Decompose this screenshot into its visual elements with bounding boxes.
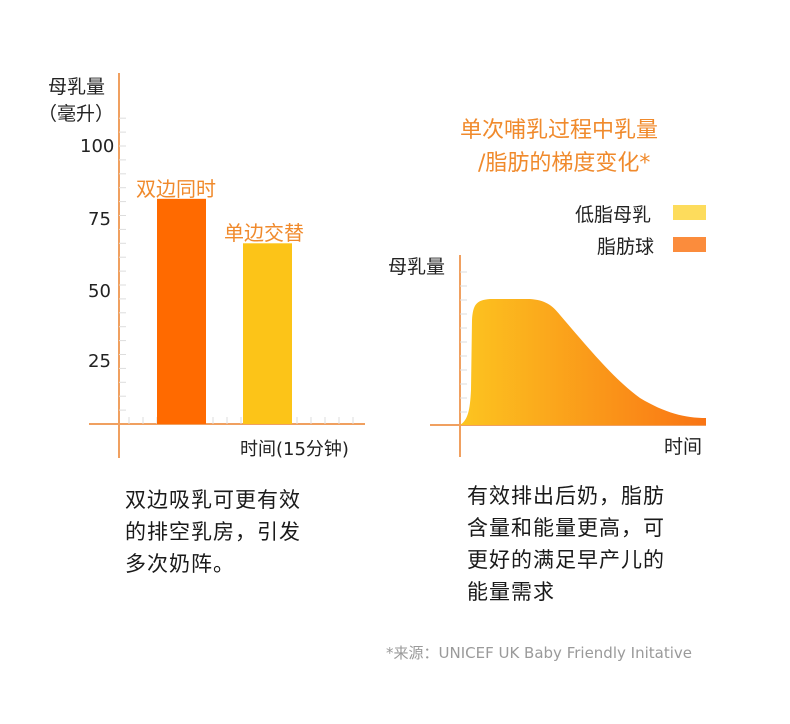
right-y-axis-label: 母乳量	[388, 256, 446, 278]
legend-label-low-fat: 低脂母乳	[575, 204, 652, 226]
legend-swatch-low-fat	[673, 205, 706, 220]
legend-swatch-fat	[673, 237, 706, 252]
milk-fat-area	[460, 299, 706, 425]
chart-title-line1: 单次哺乳过程中乳量	[460, 118, 659, 143]
caption-line: 多次奶阵。	[125, 552, 235, 576]
y-tick-label: 50	[88, 281, 111, 302]
caption-line: 更好的满足早产儿的	[467, 548, 665, 572]
left-x-axis-label: 时间(15分钟)	[240, 439, 349, 460]
y-tick-label: 25	[88, 351, 111, 372]
right-x-axis-label: 时间	[664, 436, 703, 458]
bar-2	[243, 243, 292, 424]
left-y-axis-unit: （毫升）	[38, 103, 115, 125]
caption-line: 的排空乳房，引发	[125, 520, 301, 544]
bar-chart	[89, 73, 365, 458]
chart-title-line2: /脂肪的梯度变化*	[478, 151, 651, 176]
area-chart	[430, 255, 706, 457]
y-tick-label: 75	[88, 209, 111, 230]
right-caption: 有效排出后奶，脂肪 含量和能量更高，可 更好的满足早产儿的 能量需求	[467, 480, 665, 608]
bar-label-alternating: 单边交替	[224, 221, 304, 245]
caption-line: 双边吸乳可更有效	[125, 488, 301, 512]
left-caption: 双边吸乳可更有效 的排空乳房，引发 多次奶阵。	[125, 484, 301, 580]
caption-line: 有效排出后奶，脂肪	[467, 484, 665, 508]
legend-label-fat: 脂肪球	[597, 236, 655, 258]
caption-line: 能量需求	[467, 580, 555, 604]
left-y-axis-label: 母乳量	[48, 76, 106, 98]
bar-1	[157, 198, 206, 424]
bar-label-both-sides: 双边同时	[136, 177, 216, 201]
source-note: *来源：UNICEF UK Baby Friendly Initative	[386, 644, 692, 662]
y-tick-label: 100	[80, 136, 115, 157]
caption-line: 含量和能量更高，可	[467, 516, 665, 540]
